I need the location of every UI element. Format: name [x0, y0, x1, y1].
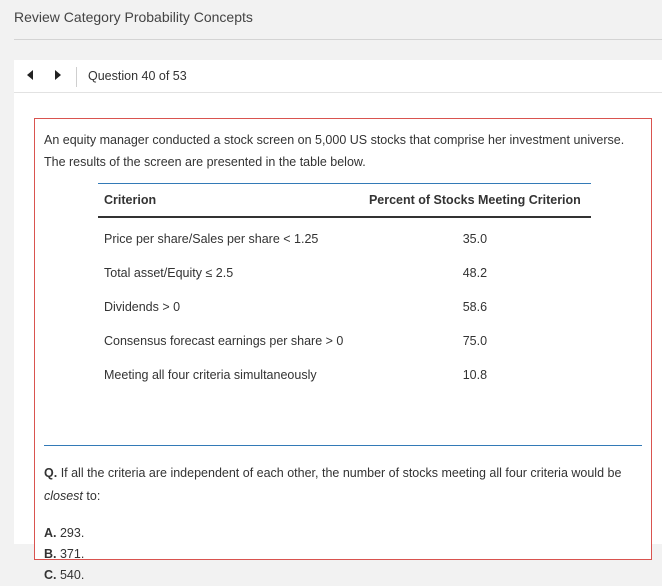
question-prompt-tail: to:	[86, 489, 101, 503]
answer-text: 540.	[59, 568, 85, 582]
question-counter: Question 40 of 53	[88, 69, 187, 83]
page-title: Review Category Probability Concepts	[14, 9, 253, 25]
criterion-cell: Consensus forecast earnings per share > …	[104, 334, 344, 348]
question-prompt-line-1: If all the criteria are independent of e…	[60, 466, 622, 480]
stem-line-2: The results of the screen are presented …	[44, 155, 366, 169]
answer-options: A. 293. B. 371. C. 540.	[44, 523, 84, 586]
nav-divider	[76, 67, 77, 87]
criterion-cell: Price per share/Sales per share < 1.25	[104, 232, 319, 246]
criterion-cell: Dividends > 0	[104, 300, 181, 314]
answer-letter: C.	[44, 568, 57, 582]
question-label: Q.	[44, 466, 58, 480]
criterion-cell: Total asset/Equity ≤ 2.5	[104, 266, 234, 280]
criteria-table: Criterion Percent of Stocks Meeting Crit…	[98, 183, 591, 392]
question-stem: An equity manager conducted a stock scre…	[44, 129, 644, 173]
answer-letter: A.	[44, 526, 57, 540]
answer-text: 293.	[59, 526, 85, 540]
question-box: An equity manager conducted a stock scre…	[34, 118, 652, 582]
question-prompt: Q. If all the criteria are independent o…	[44, 462, 644, 508]
percent-cell: 48.2	[462, 266, 488, 280]
next-question-icon[interactable]	[55, 70, 61, 80]
answer-text: 371.	[59, 547, 85, 561]
table-row: Consensus forecast earnings per share > …	[98, 324, 591, 358]
answer-option-c[interactable]: C. 540.	[44, 565, 84, 586]
answer-letter: B.	[44, 547, 57, 561]
table-header-row: Criterion Percent of Stocks Meeting Crit…	[98, 183, 591, 218]
question-prompt-emphasis: closest	[44, 489, 83, 503]
column-header-criterion: Criterion	[98, 183, 359, 218]
question-panel: Question 40 of 53 An equity manager cond…	[14, 60, 662, 582]
percent-cell: 75.0	[462, 334, 488, 348]
criterion-cell: Meeting all four criteria simultaneously	[104, 368, 317, 382]
stem-line-1: An equity manager conducted a stock scre…	[44, 133, 625, 147]
answer-option-a[interactable]: A. 293.	[44, 523, 84, 544]
previous-question-icon[interactable]	[27, 70, 33, 80]
header-divider	[14, 39, 662, 40]
table-row: Dividends > 0 58.6	[98, 290, 591, 324]
stem-divider	[44, 445, 642, 446]
question-nav-bar: Question 40 of 53	[14, 60, 662, 93]
answer-option-b[interactable]: B. 371.	[44, 544, 84, 565]
table-row: Price per share/Sales per share < 1.25 3…	[98, 217, 591, 256]
column-header-percent: Percent of Stocks Meeting Criterion	[358, 183, 591, 218]
table-row: Meeting all four criteria simultaneously…	[98, 358, 591, 392]
percent-cell: 58.6	[462, 300, 488, 314]
page-header: Review Category Probability Concepts	[0, 0, 662, 40]
percent-cell: 10.8	[462, 368, 488, 382]
percent-cell: 35.0	[462, 232, 488, 246]
table-row: Total asset/Equity ≤ 2.5 48.2	[98, 256, 591, 290]
